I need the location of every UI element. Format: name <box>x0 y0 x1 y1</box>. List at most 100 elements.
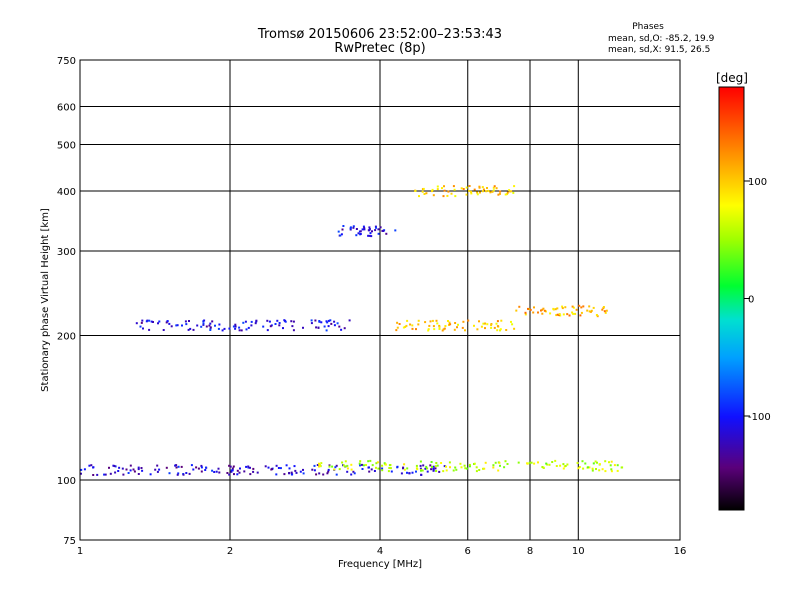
echo-point <box>435 319 438 322</box>
echo-point <box>374 225 377 228</box>
echo-point <box>383 462 386 465</box>
echo-point <box>482 467 485 470</box>
echo-point <box>427 329 430 332</box>
echo-point <box>426 470 429 473</box>
echo-point <box>314 319 317 322</box>
echo-point <box>103 473 106 476</box>
echo-point <box>342 225 345 227</box>
echo-point <box>588 466 591 469</box>
echo-point <box>158 320 161 323</box>
echo-point <box>421 190 424 193</box>
echo-point <box>420 473 423 476</box>
echo-point <box>204 469 207 471</box>
echo-point <box>460 187 463 190</box>
echo-point <box>325 320 328 323</box>
echo-point <box>344 460 347 463</box>
echo-point <box>137 468 140 471</box>
echo-point <box>594 460 597 463</box>
echo-point <box>192 468 195 471</box>
y-tick-label: 100 <box>57 476 76 487</box>
echo-point <box>165 466 168 469</box>
echo-point <box>231 469 234 472</box>
echo-point <box>492 189 495 192</box>
echo-point <box>528 461 531 464</box>
echo-point <box>579 314 582 317</box>
echo-point <box>114 471 117 474</box>
echo-point <box>325 329 328 332</box>
echo-point <box>422 464 425 467</box>
echo-point <box>377 467 380 470</box>
echo-point <box>285 464 288 467</box>
echo-point <box>346 467 349 470</box>
echo-point <box>610 468 613 471</box>
echo-point <box>574 312 577 315</box>
echo-point <box>209 326 212 329</box>
echo-point <box>352 226 355 229</box>
echo-point <box>288 467 291 470</box>
echo-point <box>499 329 501 332</box>
echo-point <box>335 464 338 467</box>
echo-point <box>362 225 365 228</box>
echo-point <box>462 320 465 323</box>
echo-point <box>368 228 371 231</box>
echo-point <box>371 230 373 233</box>
echo-point <box>396 326 399 329</box>
echo-point <box>318 472 321 475</box>
echo-point <box>302 326 304 329</box>
echo-point <box>486 187 488 189</box>
echo-point <box>88 464 91 467</box>
echo-point <box>595 468 597 470</box>
phase-stats-o-mode: mean, sd,O: -85.2, 19.9 <box>608 34 715 44</box>
echo-point <box>461 326 464 329</box>
echo-point <box>202 322 205 325</box>
echo-point <box>511 323 514 326</box>
echo-point <box>323 325 326 328</box>
echo-point <box>313 469 316 472</box>
echo-point <box>475 466 478 469</box>
echo-point <box>452 185 455 188</box>
echo-point <box>104 473 107 476</box>
echo-point <box>436 322 439 325</box>
x-tick-label: 8 <box>527 546 533 557</box>
echo-point <box>239 467 241 470</box>
echo-point <box>370 235 373 238</box>
echo-point <box>473 462 476 465</box>
echo-point <box>426 467 429 470</box>
echo-point <box>430 468 433 471</box>
echo-point <box>359 464 361 467</box>
echo-point <box>238 471 241 474</box>
echo-point <box>368 234 371 237</box>
echo-point <box>448 321 451 324</box>
echo-point <box>132 468 135 471</box>
echo-point <box>236 469 239 472</box>
echo-point <box>387 470 390 473</box>
echo-point <box>571 311 574 314</box>
echo-point <box>496 329 499 332</box>
x-tick-label: 1 <box>77 546 83 557</box>
echo-point <box>350 463 353 466</box>
echo-point <box>492 464 495 467</box>
echo-point <box>279 467 282 470</box>
echo-point <box>192 328 195 331</box>
echo-point <box>338 325 341 328</box>
echo-point <box>499 190 502 193</box>
echo-point <box>446 194 449 197</box>
echo-point <box>503 466 506 469</box>
echo-point <box>349 226 352 229</box>
echo-point <box>318 462 320 465</box>
echo-point <box>498 461 501 464</box>
echo-point <box>454 195 457 198</box>
echo-point <box>403 463 406 466</box>
echo-point <box>414 189 417 192</box>
echo-point <box>496 320 499 323</box>
echo-point <box>177 465 180 468</box>
echo-point <box>142 327 144 330</box>
echo-point <box>336 322 339 325</box>
echo-point <box>572 306 575 309</box>
echo-point <box>436 188 439 191</box>
echo-point <box>384 463 387 466</box>
echo-point <box>302 468 304 471</box>
echo-point <box>476 328 479 331</box>
echo-point <box>449 323 452 326</box>
echo-point <box>200 464 203 467</box>
